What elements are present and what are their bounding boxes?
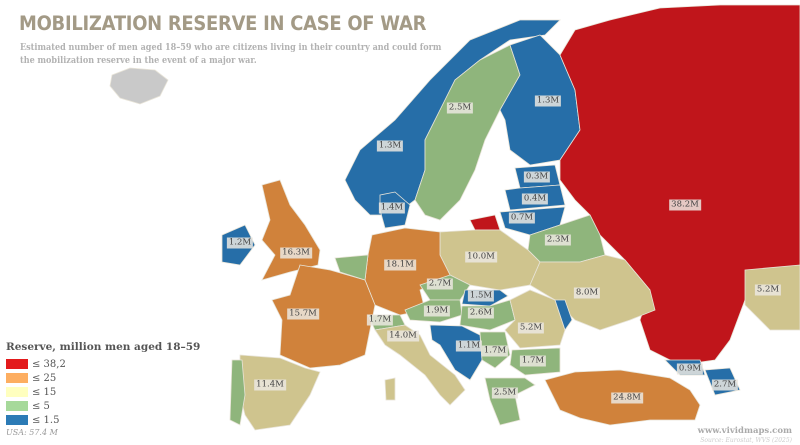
label-lithuania: 0.7M [508,212,536,224]
label-italy: 14.0M [387,330,419,342]
label-azerbaijan: 2.7M [711,379,739,391]
label-norway: 1.3M [376,140,404,152]
label-ukraine: 8.0M [573,287,601,299]
label-estonia: 0.3M [523,171,551,183]
legend-item: ≤ 1.5 [6,413,200,427]
label-uk: 16.3M [280,247,312,259]
legend-swatch [6,401,28,411]
legend-label: ≤ 38,2 [32,358,66,370]
label-poland: 10.0M [465,251,497,263]
subtitle-line-1: Estimated number of men aged 18–59 who a… [20,42,442,53]
uk-shape[interactable] [261,179,321,281]
legend-label: ≤ 15 [32,386,57,398]
map-subtitle: Estimated number of men aged 18–59 who a… [20,41,442,67]
label-spain: 11.4M [254,379,286,391]
label-switzerland: 1.7M [366,314,394,326]
subtitle-line-2: the mobilization reserve in the event of… [20,55,257,66]
legend-swatch [6,359,28,369]
legend-label: ≤ 25 [32,372,57,384]
label-bulgaria: 1.7M [519,355,547,367]
credit-link[interactable]: www.vividmaps.com [697,426,792,436]
legend-item: ≤ 15 [6,385,200,399]
legend-item: ≤ 5 [6,399,200,413]
kazakhstan-shape[interactable] [744,264,800,331]
romania-shape[interactable] [504,289,566,349]
legend-swatch [6,373,28,383]
legend-item: ≤ 25 [6,371,200,385]
legend-swatch [6,415,28,425]
portugal-shape [229,359,246,426]
legend-label: ≤ 5 [32,400,50,412]
iceland-shape [109,67,169,105]
label-romania: 5.2M [517,322,545,334]
sweden-shape[interactable] [414,44,521,221]
label-finland: 1.3M [534,95,562,107]
label-sweden: 2.5M [446,102,474,114]
legend: Reserve, million men aged 18–59 ≤ 38,2 ≤… [6,341,200,437]
label-kazakhstan: 5.2M [754,284,782,296]
sardinia-shape [384,377,396,401]
usa-note: USA: 57.4 M [6,428,58,437]
label-belarus: 2.3M [544,234,572,246]
label-austria: 1.9M [423,305,451,317]
kaliningrad-shape [469,214,501,231]
greece-shape[interactable] [484,377,536,426]
benelux-shape [334,254,369,281]
label-serbia: 1.7M [481,345,509,357]
bosnia-shape[interactable] [429,324,483,381]
label-germany: 18.1M [384,259,416,271]
label-france: 15.7M [287,308,319,320]
label-bosnia: 1.1M [455,340,483,352]
legend-item: ≤ 38,2 [6,357,200,371]
label-georgia: 0.9M [676,363,704,375]
russia-shape[interactable] [559,4,800,366]
legend-swatch [6,387,28,397]
moldova-shape [554,299,573,331]
label-greece: 2.5M [491,387,519,399]
label-latvia: 0.4M [521,193,549,205]
label-hungary: 2.6M [467,307,495,319]
label-czechia: 2.7M [426,278,454,290]
map-title: MOBILIZATION RESERVE IN CASE OF WAR [19,12,427,35]
legend-label: ≤ 1.5 [32,414,60,426]
legend-title: Reserve, million men aged 18–59 [6,341,201,353]
source-note: Source: Eurostat, WVS (2025) [700,437,792,444]
label-ireland: 1.2M [226,237,254,249]
label-denmark: 1.4M [378,202,406,214]
label-turkey: 24.8M [611,392,643,404]
label-russia: 38.2M [669,199,701,211]
label-slovakia: 1.5M [467,290,495,302]
